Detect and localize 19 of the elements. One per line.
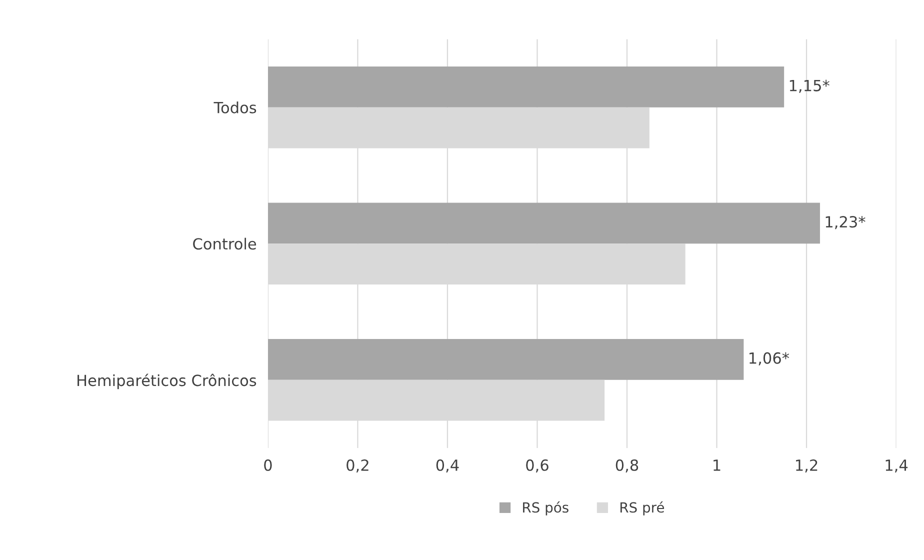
x-tick-label: 1,2	[796, 459, 818, 472]
data-label: 1,23*	[826, 216, 866, 230]
y-tick-label: Controle	[193, 238, 256, 250]
data-label: 1,15*	[790, 80, 830, 93]
x-tick-label: 0,2	[346, 459, 368, 472]
x-tick-label: 0	[264, 459, 272, 471]
x-tick-label: 1,4	[886, 460, 908, 472]
x-tick-label: 0,6	[526, 459, 548, 472]
legend-label: RS pós	[523, 501, 568, 516]
y-tick-label: Todos	[214, 102, 256, 114]
legend-label: RS pré	[620, 501, 664, 516]
bar	[268, 202, 820, 244]
bar	[268, 66, 784, 108]
bar	[268, 338, 744, 380]
x-tick-label: 0,4	[436, 459, 459, 472]
x-tick-label: 1	[714, 460, 720, 471]
x-tick-label: 0,8	[616, 459, 638, 472]
y-tick-label: Hemiparéticos Crônicos	[78, 374, 256, 390]
data-label: 1,06*	[750, 352, 790, 366]
